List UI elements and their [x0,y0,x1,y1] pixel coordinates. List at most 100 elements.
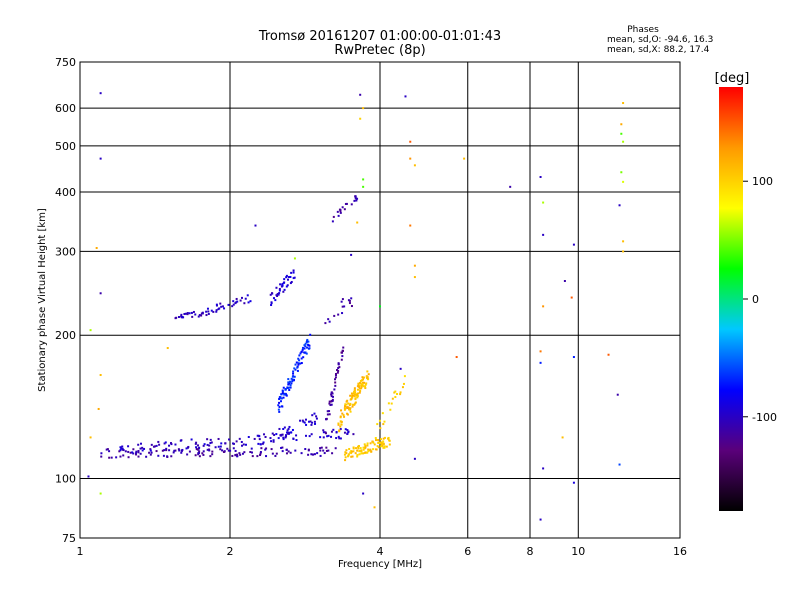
data-point [202,453,205,456]
data-point [334,374,337,377]
y-axis-label: Stationary phase Virtual Height [km] [37,208,48,392]
data-point [341,412,344,415]
data-point [309,333,312,336]
data-point [338,437,341,440]
data-point [231,305,234,308]
data-point [270,292,273,295]
data-point [310,453,313,456]
data-point [131,451,134,454]
chart-title: Tromsø 20161207 01:00:00-01:01:43 [258,29,501,44]
data-point [331,220,334,223]
data-point [292,378,295,381]
data-point [382,440,385,443]
data-point [342,414,345,417]
data-point [279,400,282,403]
data-point [283,426,286,429]
data-point [322,436,325,439]
data-point [350,203,353,206]
data-point [143,447,146,450]
data-point [278,398,281,401]
data-point [338,429,341,432]
data-point [305,352,308,355]
data-point [278,401,281,404]
data-point [378,419,381,422]
data-point [356,388,359,391]
data-point [622,140,625,143]
data-point [542,467,545,470]
data-point [363,443,366,446]
data-point [366,377,369,380]
data-point [282,290,285,293]
data-point [162,454,165,457]
data-point [334,378,337,381]
data-point [343,408,346,411]
data-point [539,518,542,521]
data-point [366,370,369,373]
data-point [354,402,357,405]
data-point [188,450,191,453]
data-point [207,312,210,315]
data-point [332,215,335,218]
data-point [165,447,168,450]
data-point [364,383,367,386]
data-point [222,450,225,453]
data-point [137,455,140,458]
data-point [319,454,322,457]
data-point [353,395,356,398]
x-tick-label: 1 [77,545,84,558]
data-point [290,382,293,385]
data-point [310,433,313,436]
data-point [194,313,197,316]
data-point [347,431,350,434]
data-point [349,394,352,397]
data-point [307,344,310,347]
data-point [215,310,218,313]
data-point [358,387,361,390]
data-point [375,439,378,442]
colorbar-tick-label: 0 [752,293,759,306]
data-point [509,185,512,188]
data-point [338,366,341,369]
data-point [346,432,349,435]
grid-lines [79,61,681,539]
data-point [354,401,357,404]
data-point [285,434,288,437]
data-point [385,445,388,448]
data-point [359,389,362,392]
data-point [387,437,390,440]
data-point [539,350,542,353]
data-point [288,386,291,389]
data-point [244,297,247,300]
data-point [292,437,295,440]
data-point [334,372,337,375]
data-point [348,299,351,302]
data-point [345,202,348,205]
data-point [622,240,625,243]
data-point [287,378,290,381]
data-point [301,348,304,351]
data-point [220,442,223,445]
data-point [281,433,284,436]
data-point [264,448,267,451]
data-point [354,391,357,394]
plot-frame [79,61,681,539]
data-point [377,446,380,449]
data-point [194,442,197,445]
data-point [275,286,278,289]
data-point [324,322,327,325]
data-point [275,452,278,455]
data-point [346,413,349,416]
data-point [205,314,208,317]
data-point [129,451,132,454]
data-point [328,320,331,323]
data-point [340,300,343,303]
data-point [127,445,130,448]
data-point [409,140,412,143]
data-point [273,433,276,436]
data-point [226,447,229,450]
data-point [356,221,359,224]
data-point [100,452,103,455]
data-point [155,444,158,447]
data-point [271,432,274,435]
data-point [382,442,385,445]
